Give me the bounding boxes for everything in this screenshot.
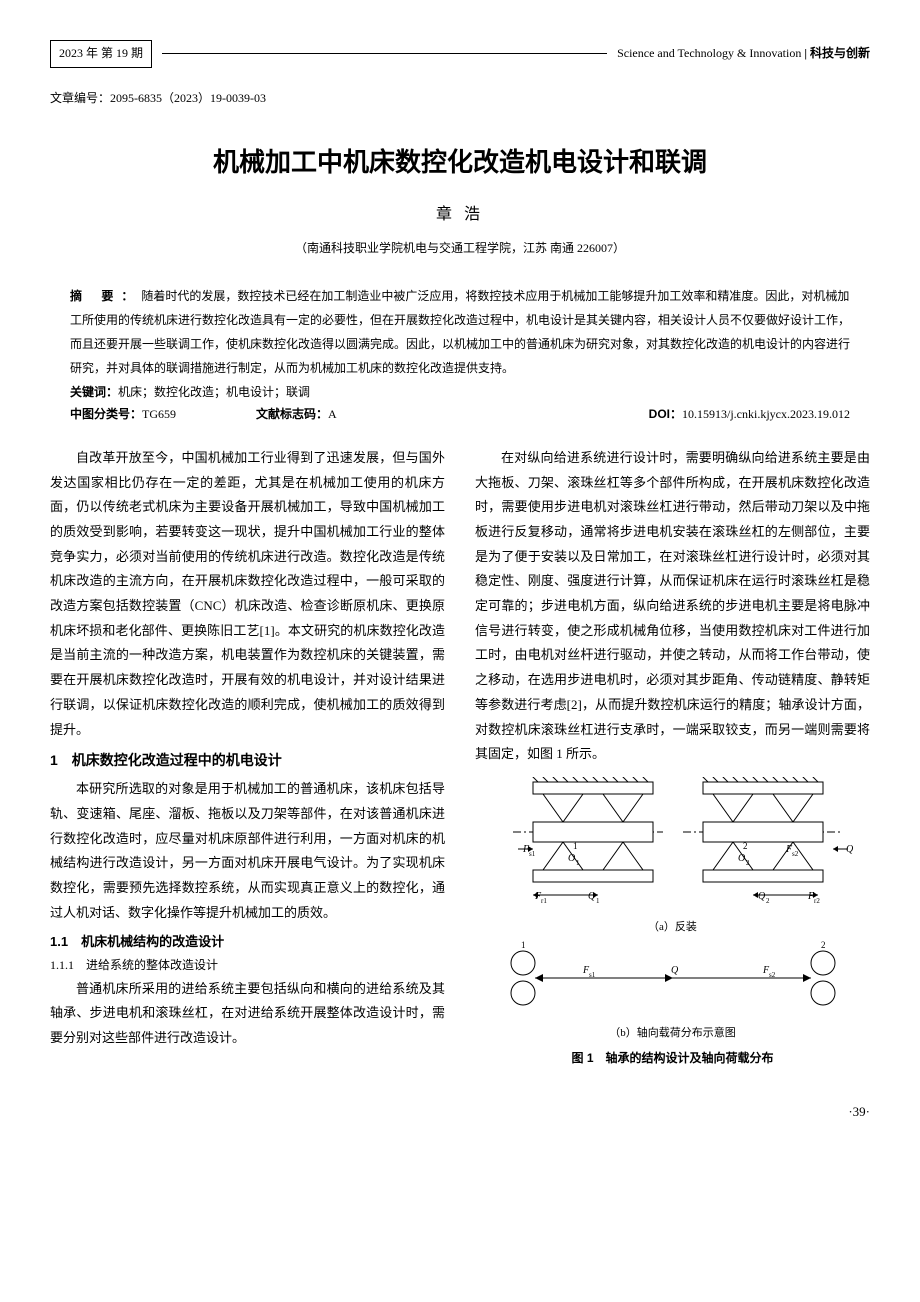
right-column: 在对纵向给进系统进行设计时，需要明确纵向给进系统主要是由大拖板、刀架、滚珠丝杠等… xyxy=(475,446,870,1080)
author-name: 章 浩 xyxy=(50,201,870,230)
article-id: 文章编号：2095-6835（2023）19-0039-03 xyxy=(50,88,870,110)
class-value: TG659 xyxy=(142,407,176,421)
figure-1b-caption: （b）轴向载荷分布示意图 xyxy=(475,1024,870,1044)
class-number: 中图分类号：TG659 xyxy=(70,404,176,426)
figure-1-title: 图 1 轴承的结构设计及轴向荷载分布 xyxy=(475,1048,870,1070)
body-columns: 自改革开放至今，中国机械加工行业得到了迅速发展，但与国外发达国家相比仍存在一定的… xyxy=(50,446,870,1080)
abstract-label: 摘 要： xyxy=(70,289,141,303)
svg-text:2: 2 xyxy=(766,897,770,905)
doc-code: 文献标志码：A xyxy=(256,404,337,426)
doc-value: A xyxy=(328,407,337,421)
svg-text:1: 1 xyxy=(576,859,580,867)
fig-b-label-q: Q xyxy=(671,965,679,976)
intro-paragraph: 自改革开放至今，中国机械加工行业得到了迅速发展，但与国外发达国家相比仍存在一定的… xyxy=(50,446,445,742)
section-1-1-1-paragraph: 普通机床所采用的进给系统主要包括纵向和横向的进给系统及其轴承、步进电机和滚珠丝杠… xyxy=(50,977,445,1051)
abstract-block: 摘 要：随着时代的发展，数控技术已经在加工制造业中被广泛应用，将数控技术应用于机… xyxy=(50,284,870,426)
fig-label-o1: O xyxy=(568,853,575,864)
class-label: 中图分类号： xyxy=(70,407,142,421)
fig-b-label-2: 2 xyxy=(821,940,826,950)
svg-text:s2: s2 xyxy=(792,850,799,858)
doi: DOI：10.15913/j.cnki.kjycx.2023.19.012 xyxy=(649,404,850,426)
header-divider xyxy=(162,53,607,54)
abstract-content: 随着时代的发展，数控技术已经在加工制造业中被广泛应用，将数控技术应用于机械加工能… xyxy=(70,289,850,375)
keywords-label: 关键词： xyxy=(70,385,118,399)
doc-label: 文献标志码： xyxy=(256,407,328,421)
figure-1b-svg: 1 2 Fs1 Q Fs2 xyxy=(483,938,863,1013)
svg-text:r1: r1 xyxy=(541,897,547,905)
fig-label-n2: 2 xyxy=(743,841,748,851)
svg-text:s1: s1 xyxy=(529,850,536,858)
svg-text:s1: s1 xyxy=(589,971,596,979)
journal-cn: 科技与创新 xyxy=(810,46,870,60)
affiliation: （南通科技职业学院机电与交通工程学院，江苏 南通 226007） xyxy=(50,238,870,260)
journal-name: Science and Technology & Innovation | 科技… xyxy=(617,43,870,65)
figure-1a-caption: （a）反装 xyxy=(475,918,870,938)
page-number: ·39· xyxy=(50,1100,870,1123)
fig-label-q2: Q xyxy=(758,891,766,902)
journal-en: Science and Technology & Innovation xyxy=(617,46,801,60)
svg-text:2: 2 xyxy=(746,859,750,867)
keywords-line: 关键词：机床；数控化改造；机电设计；联调 xyxy=(70,380,850,404)
figure-1a-svg: Fs1 Fr1 1 O1 Q1 xyxy=(483,777,863,907)
article-title: 机械加工中机床数控化改造机电设计和联调 xyxy=(50,139,870,186)
page-header: 2023 年 第 19 期 Science and Technology & I… xyxy=(50,40,870,68)
abstract-text: 摘 要：随着时代的发展，数控技术已经在加工制造业中被广泛应用，将数控技术应用于机… xyxy=(70,284,850,380)
section-1-1-1-heading: 1.1.1 进给系统的整体改造设计 xyxy=(50,955,445,977)
issue-label: 2023 年 第 19 期 xyxy=(50,40,152,68)
classification-row: 中图分类号：TG659 文献标志码：A DOI：10.15913/j.cnki.… xyxy=(70,404,850,426)
fig-label-o2: O xyxy=(738,853,745,864)
section-1-1-heading: 1.1 机床机械结构的改造设计 xyxy=(50,930,445,953)
svg-text:r2: r2 xyxy=(814,897,820,905)
svg-text:s2: s2 xyxy=(769,971,776,979)
section-1-paragraph: 本研究所选取的对象是用于机械加工的普通机床，该机床包括导轨、变速箱、尾座、溜板、… xyxy=(50,777,445,925)
section-1-heading: 1 机床数控化改造过程中的机电设计 xyxy=(50,748,445,773)
left-column: 自改革开放至今，中国机械加工行业得到了迅速发展，但与国外发达国家相比仍存在一定的… xyxy=(50,446,445,1080)
right-paragraph-1: 在对纵向给进系统进行设计时，需要明确纵向给进系统主要是由大拖板、刀架、滚珠丝杠等… xyxy=(475,446,870,767)
figure-1: Fs1 Fr1 1 O1 Q1 xyxy=(475,777,870,1070)
fig-b-label-1: 1 xyxy=(521,940,526,950)
doi-label: DOI： xyxy=(649,407,682,421)
doi-value: 10.15913/j.cnki.kjycx.2023.19.012 xyxy=(682,407,850,421)
fig-label-n1: 1 xyxy=(573,841,578,851)
svg-text:1: 1 xyxy=(596,897,600,905)
keywords-content: 机床；数控化改造；机电设计；联调 xyxy=(118,385,310,399)
